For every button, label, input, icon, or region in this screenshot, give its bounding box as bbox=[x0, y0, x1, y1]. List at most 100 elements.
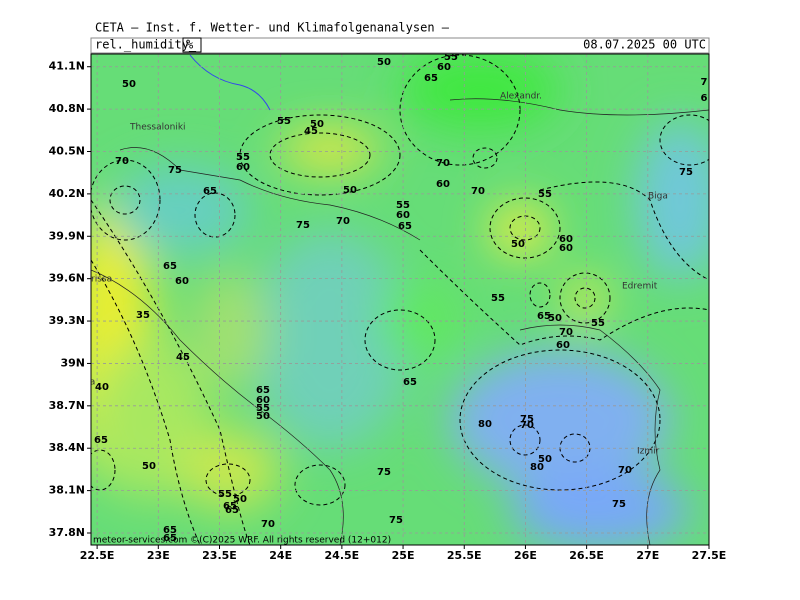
variable-name: rel._humidity_ bbox=[95, 38, 197, 52]
contour-label: 55 bbox=[277, 116, 291, 127]
contour-line bbox=[364, 309, 436, 371]
lat-tick-label: 38.4N bbox=[49, 441, 85, 454]
contour-line bbox=[539, 181, 709, 281]
contour-label: 50 bbox=[511, 239, 525, 250]
contours bbox=[91, 54, 709, 545]
humidity-field bbox=[91, 54, 709, 545]
contour-line bbox=[91, 259, 201, 545]
map-frame bbox=[90, 53, 710, 546]
lat-tick-label: 39.9N bbox=[49, 229, 85, 242]
lat-tick-label: 39N bbox=[60, 356, 85, 369]
contour-label: 50 bbox=[377, 57, 391, 68]
contour-line bbox=[574, 287, 596, 309]
contour-label: 65 bbox=[163, 525, 177, 536]
lon-tick-label: 25.5E bbox=[447, 549, 482, 562]
contour-label: 60 bbox=[559, 243, 573, 254]
contour-line bbox=[205, 463, 251, 497]
lat-tick-label: 41.1N bbox=[49, 60, 85, 73]
contour-label: 65 bbox=[203, 186, 217, 197]
contour-line bbox=[659, 114, 709, 166]
contour-label: 75 bbox=[377, 467, 391, 478]
unit-box bbox=[182, 37, 202, 53]
lon-tick-label: 26.5E bbox=[569, 549, 604, 562]
contour-label: 50 bbox=[256, 411, 270, 422]
contour-label: 55 bbox=[256, 403, 270, 414]
axis-ticks: 41.1N 40.8N 40.5N 40.2N 39.9N 39.6N 39.3N 39N 38… bbox=[49, 60, 727, 562]
contour-label: 65 bbox=[424, 73, 438, 84]
contour-label: 65 bbox=[403, 377, 417, 388]
grid bbox=[91, 54, 709, 545]
contour-label: 50 bbox=[233, 494, 247, 505]
valid-time: 08.07.2025 00 UTC bbox=[583, 38, 706, 52]
contour-label: 80 bbox=[530, 462, 544, 473]
place-name: Lamia bbox=[68, 378, 95, 388]
lat-tick-label: 39.3N bbox=[49, 314, 85, 327]
contour-line bbox=[269, 132, 371, 178]
contour-line bbox=[91, 449, 116, 491]
place-name: rissa bbox=[91, 275, 112, 285]
contour-label: 45 bbox=[176, 352, 190, 363]
contour-label: 7 bbox=[701, 77, 708, 88]
contour-label: 65 bbox=[256, 385, 270, 396]
lon-tick-label: 23.5E bbox=[202, 549, 237, 562]
lat-tick-label: 40.5N bbox=[49, 144, 85, 157]
contour-label: 55 bbox=[444, 52, 458, 63]
place-name: Alexandr. bbox=[500, 92, 542, 102]
contour-label: 75 bbox=[679, 167, 693, 178]
contour-line bbox=[489, 197, 561, 259]
lon-tick-label: 24.5E bbox=[325, 549, 360, 562]
contour-label: 75 bbox=[612, 499, 626, 510]
contour-label: 50 bbox=[548, 313, 562, 324]
contour-line bbox=[91, 159, 161, 241]
contour-line bbox=[194, 192, 236, 238]
contour-line bbox=[472, 147, 498, 169]
contour-line bbox=[91, 199, 251, 545]
river bbox=[189, 54, 271, 111]
contour-label: 80 bbox=[478, 419, 492, 430]
contour-label: 6 bbox=[701, 93, 708, 104]
contour-label: 50 bbox=[343, 185, 357, 196]
lat-tick-label: 37.8N bbox=[49, 526, 85, 539]
header-bar bbox=[90, 37, 710, 54]
contour-label: 75 bbox=[168, 165, 182, 176]
contour-line bbox=[509, 424, 541, 456]
contour-label: 40 bbox=[95, 382, 109, 393]
contour-label: 45 bbox=[304, 126, 318, 137]
contour-line bbox=[509, 215, 541, 241]
lat-tick-label: 40.8N bbox=[49, 102, 85, 115]
contour-label: 60 bbox=[396, 210, 410, 221]
contour-label: 75 bbox=[296, 220, 310, 231]
lon-tick-label: 25E bbox=[392, 549, 415, 562]
variable-unit: % bbox=[186, 38, 194, 52]
lon-tick-label: 27.5E bbox=[692, 549, 727, 562]
contour-label: 70 bbox=[436, 158, 450, 169]
place-name: Thessaloniki bbox=[129, 123, 186, 133]
copyright: meteor-services.com ©(C)2025 WRF. All ri… bbox=[93, 536, 391, 546]
lat-tick-label: 38.7N bbox=[49, 399, 85, 412]
contour-label: 35 bbox=[136, 310, 150, 321]
contour-label: 50 bbox=[538, 454, 552, 465]
contour-label: 75 bbox=[520, 414, 534, 425]
contour-line bbox=[559, 272, 611, 324]
contour-label: 55 bbox=[491, 293, 505, 304]
contour-label: 60 bbox=[437, 62, 451, 73]
header-title: CETA – Inst. f. Wetter- und Klimafolgena… bbox=[95, 21, 450, 35]
contour-label: 55 bbox=[218, 489, 232, 500]
lon-tick-label: 22.5E bbox=[80, 549, 115, 562]
place-name: Edremit bbox=[622, 282, 658, 292]
contour-label: 55 bbox=[236, 152, 250, 163]
contour-label: 70 bbox=[520, 420, 534, 431]
contour-label: 70 bbox=[618, 465, 632, 476]
contour-label: 50 bbox=[142, 461, 156, 472]
contour-line bbox=[459, 349, 661, 491]
coastlines bbox=[91, 98, 709, 545]
contour-label: 55 bbox=[396, 200, 410, 211]
contour-label: 65 bbox=[398, 221, 412, 232]
contour-label: 60 bbox=[236, 162, 250, 173]
contour-label: 65 bbox=[537, 311, 551, 322]
contour-label: 60 bbox=[556, 340, 570, 351]
place-name: Biga bbox=[648, 192, 668, 202]
lat-tick-label: 39.6N bbox=[49, 272, 85, 285]
